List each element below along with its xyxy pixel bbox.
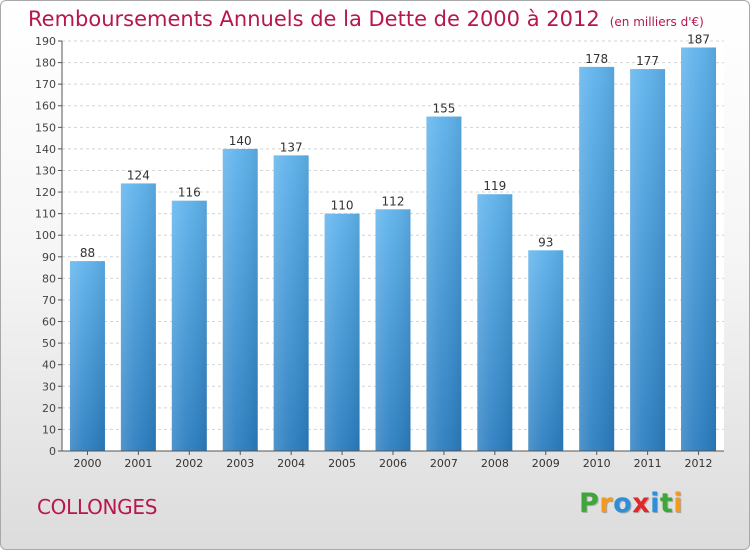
x-tick-label: 2007: [430, 457, 458, 470]
y-tick-label: 40: [42, 359, 56, 372]
data-label-2011: 177: [636, 54, 659, 68]
y-tick-label: 170: [35, 78, 56, 91]
y-tick-label: 110: [35, 208, 56, 221]
y-tick-label: 120: [35, 186, 56, 199]
y-tick-label: 80: [42, 272, 56, 285]
y-tick-label: 150: [35, 121, 56, 134]
y-tick-label: 20: [42, 402, 56, 415]
title-main: Remboursements Annuels de la Dette de 20…: [28, 7, 600, 31]
bar-shine-2011: [630, 69, 666, 451]
y-tick-label: 180: [35, 57, 56, 70]
x-tick-label: 2008: [481, 457, 509, 470]
bars: [69, 47, 717, 452]
y-tick-label: 60: [42, 316, 56, 329]
y-tick-label: 160: [35, 100, 56, 113]
bar-shine-2001: [120, 183, 156, 451]
x-tick-label: 2005: [328, 457, 356, 470]
data-labels: 88 124 116 140 137 110 112 155 119 93 178 177 187: [80, 32, 710, 260]
y-tick-label: 30: [42, 380, 56, 393]
data-label-2001: 124: [127, 168, 150, 182]
data-label-2000: 88: [80, 246, 95, 260]
y-tick-label: 10: [42, 423, 56, 436]
data-label-2002: 116: [178, 186, 201, 200]
logo-letter: i: [650, 488, 660, 519]
logo-letter: o: [613, 488, 633, 519]
bar-shine-2012: [681, 47, 717, 451]
logo-letter: t: [659, 488, 674, 519]
data-label-2006: 112: [382, 194, 405, 208]
y-tick-label: 90: [42, 251, 56, 264]
x-tick-label: 2004: [277, 457, 305, 470]
x-tick-label: 2009: [532, 457, 560, 470]
y-tick-label: 130: [35, 164, 56, 177]
bar-shine-2000: [69, 261, 105, 451]
data-label-2005: 110: [331, 199, 354, 213]
x-axis: 2000 2001 2002 2003 2004 2005 2006 2007 2008 2009…: [62, 450, 724, 470]
data-label-2009: 93: [538, 235, 553, 249]
data-label-2010: 178: [585, 52, 608, 66]
bar-shine-2004: [273, 155, 309, 452]
y-tick-label: 50: [42, 337, 56, 350]
data-label-2003: 140: [229, 134, 252, 148]
x-tick-label: 2000: [73, 457, 101, 470]
title-unit: (en milliers d'€): [609, 15, 704, 29]
logo-letter: P: [579, 488, 600, 519]
logo-letter: x: [632, 488, 651, 519]
bar-shine-2002: [171, 200, 207, 451]
data-label-2008: 119: [483, 179, 506, 193]
x-tick-label: 2001: [124, 457, 152, 470]
logo-letter: i: [673, 488, 684, 519]
bar-shine-2008: [477, 194, 513, 452]
bar-shine-2007: [426, 116, 462, 452]
y-tick-label: 100: [35, 229, 56, 242]
bar-shine-2009: [528, 250, 564, 451]
y-tick-label: 140: [35, 143, 56, 156]
x-tick-label: 2003: [226, 457, 254, 470]
bar-shine-2003: [222, 148, 258, 452]
y-tick-label: 0: [49, 445, 56, 458]
x-tick-label: 2006: [379, 457, 407, 470]
bar-shine-2006: [375, 209, 411, 451]
x-tick-label: 2012: [685, 457, 713, 470]
bar-shine-2005: [324, 213, 360, 451]
chart-title: Remboursements Annuels de la Dette de 20…: [28, 7, 704, 31]
data-label-2007: 155: [432, 102, 455, 116]
y-tick-label: 70: [42, 294, 56, 307]
y-axis: 0 10 20 30 40 50 60 70 80 90 100 110 120 130 140 150 160…: [35, 35, 63, 458]
bar-shine-2010: [579, 66, 615, 451]
proxiti-logo: Proxiti: [579, 488, 683, 519]
y-tick-label: 190: [35, 35, 56, 48]
logo-letter: r: [599, 488, 614, 519]
x-tick-label: 2011: [634, 457, 662, 470]
data-label-2012: 187: [687, 32, 710, 46]
data-label-2004: 137: [280, 140, 303, 154]
city-name: COLLONGES: [37, 495, 158, 519]
x-tick-label: 2002: [175, 457, 203, 470]
x-tick-label: 2010: [583, 457, 611, 470]
